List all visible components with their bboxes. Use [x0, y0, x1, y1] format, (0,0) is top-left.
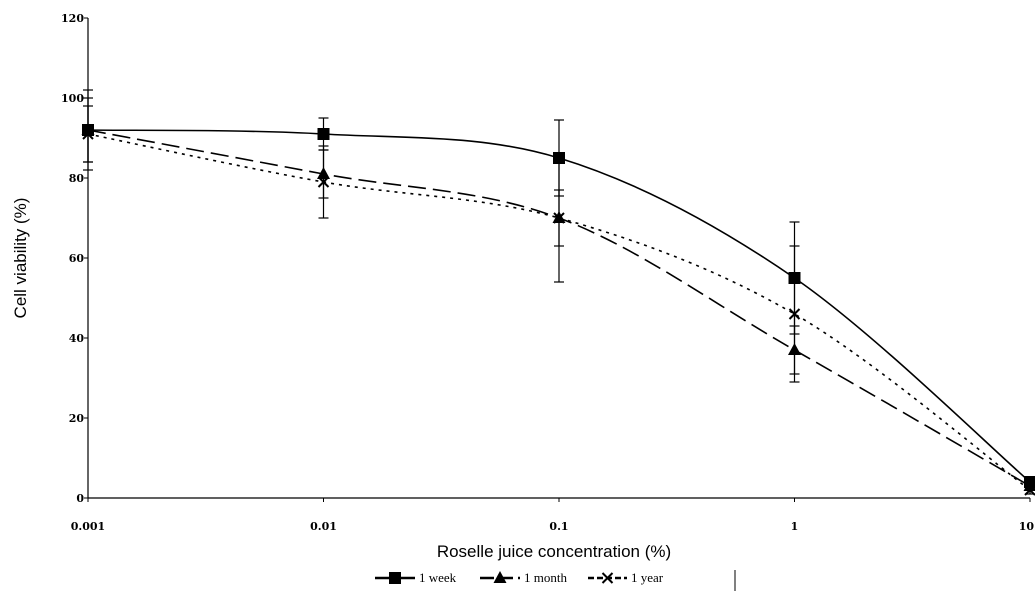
legend-item-1-year: 1 year: [588, 570, 664, 585]
y-axis-title: Cell viability (%): [11, 198, 30, 319]
square-marker: [389, 572, 401, 584]
series-line: [87, 129, 1031, 483]
x-marker: [553, 212, 565, 224]
x-marker: [317, 176, 330, 188]
x-marker: [788, 308, 801, 320]
legend: 1 week 1 month 1 year: [375, 570, 736, 591]
x-tick-label: 10: [1019, 520, 1035, 533]
x-marker: [1024, 484, 1035, 496]
y-tick-label: 40: [69, 332, 85, 345]
square-marker: [317, 128, 330, 140]
x-tick-label: 0.1: [549, 520, 568, 533]
y-tick-label: 60: [69, 252, 85, 265]
legend-item-1-month: 1 month: [480, 570, 567, 585]
legend-label: 1 week: [419, 570, 457, 585]
x-marker: [601, 572, 614, 584]
x-tick-label: 1: [791, 520, 799, 533]
y-tick-label: 120: [61, 12, 84, 25]
x-axis-title: Roselle juice concentration (%): [437, 542, 671, 561]
y-tick-label: 100: [61, 92, 84, 105]
y-tick-label: 80: [69, 172, 85, 185]
x-marker: [82, 128, 94, 140]
x-tick-label: 0.01: [310, 520, 337, 533]
triangle-marker: [493, 571, 507, 583]
legend-label: 1 year: [631, 570, 664, 585]
y-tick-label: 0: [76, 492, 84, 505]
series-layer: [81, 89, 1035, 496]
legend-label: 1 month: [524, 570, 567, 585]
legend-item-1-week: 1 week: [375, 570, 457, 585]
series-1-year: [82, 105, 1035, 496]
series-1-week: [82, 89, 1035, 488]
axes: 0 20 40 60 80 100 120 0.001 0.01 0.1 1 10: [61, 12, 1034, 533]
x-tick-label: 0.001: [71, 520, 105, 533]
y-tick-label: 20: [69, 412, 85, 425]
